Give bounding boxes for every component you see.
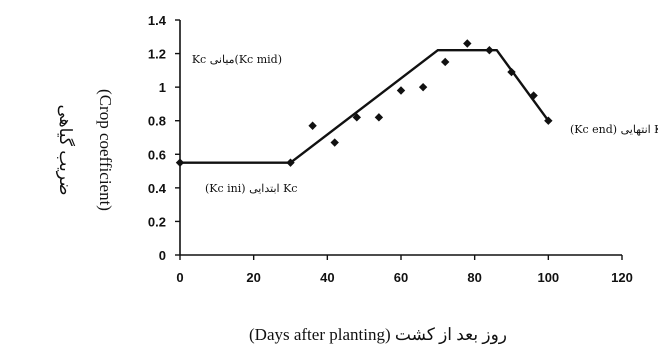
y-axis-title-en: (Crop coefficient) (96, 89, 115, 211)
annotation-kc-end: (Kc end) انتهایی Kc (570, 123, 658, 136)
x-tick-label: 80 (467, 270, 481, 285)
y-axis-title-fa: ضریب گیاهی (55, 104, 76, 195)
y-tick-label: 0.4 (148, 181, 167, 196)
kc-curve (180, 49, 550, 164)
data-point-marker (352, 113, 361, 122)
y-tick-label: 1 (159, 80, 166, 95)
data-point-marker (396, 86, 406, 95)
x-tick-label: 120 (611, 270, 633, 285)
data-point-marker (175, 158, 185, 167)
x-tick-label: 100 (537, 270, 559, 285)
y-tick-label: 0.2 (148, 214, 166, 229)
y-tick-label: 1.4 (148, 13, 167, 28)
annotation-kc-mid-text: (Kc mid)میانی Kc (192, 53, 282, 66)
data-point-marker (330, 138, 339, 147)
tick-marks (175, 19, 623, 260)
y-tick-label: 0.6 (148, 147, 166, 162)
x-tick-label: 20 (246, 270, 260, 285)
data-point-marker (507, 67, 516, 77)
data-point-marker (529, 91, 538, 100)
data-point-marker (374, 113, 384, 122)
y-tick-label: 0 (159, 248, 166, 263)
annotation-kc-ini: (Kc ini) ابتدایی Kc (205, 182, 297, 195)
kc-curve-line (180, 49, 550, 164)
tick-labels: 0 20 40 60 80 100 120 0 0.2 0.4 0.6 0.8 1 1.2 1.4 (148, 13, 633, 285)
data-point-marker (286, 158, 295, 167)
annotation-kc-mid: (Kc mid)میانی Kc (192, 53, 282, 66)
data-point-marker (463, 39, 472, 48)
data-point-marker (441, 57, 450, 67)
observed-points (175, 39, 553, 167)
x-axis-title: (Days after planting) روز بعد از کشت (249, 325, 507, 345)
x-tick-label: 0 (176, 270, 183, 285)
data-point-marker (308, 121, 317, 130)
y-tick-label: 1.2 (148, 47, 166, 62)
x-tick-label: 40 (320, 270, 334, 285)
annotation-kc-ini-text: (Kc ini) ابتدایی Kc (205, 182, 297, 195)
annotation-kc-end-text: (Kc end) انتهایی Kc (570, 123, 658, 136)
x-tick-label: 60 (394, 270, 408, 285)
y-tick-label: 0.8 (148, 114, 166, 129)
data-point-marker (544, 116, 553, 125)
data-point-marker (485, 46, 494, 55)
data-point-marker (418, 82, 428, 92)
